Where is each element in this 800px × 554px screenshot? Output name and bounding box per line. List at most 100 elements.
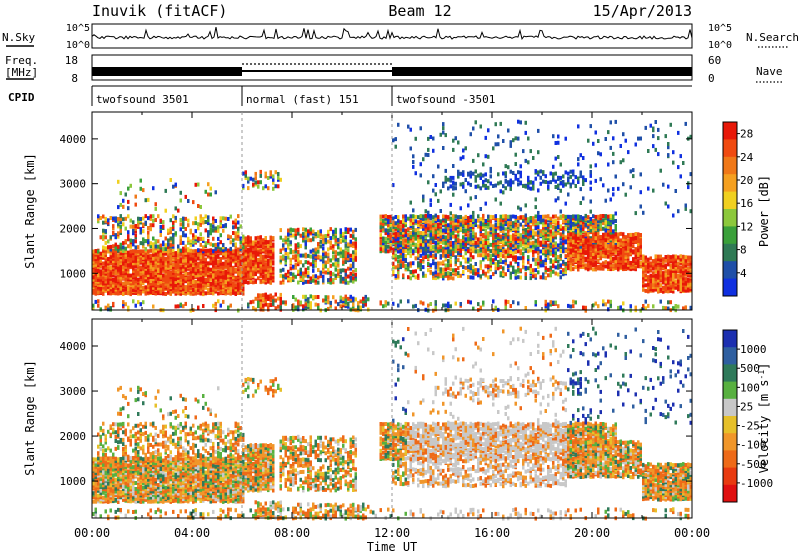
- heatmap-cell: [509, 183, 512, 188]
- heatmap-cell: [574, 225, 577, 229]
- heatmap-cell: [229, 291, 232, 296]
- heatmap-cell: [497, 235, 500, 240]
- noise-panel: N.Sky 10^5 10^0 10^5 10^0 N.Search: [2, 23, 799, 51]
- heatmap-cell: [174, 291, 177, 296]
- heatmap-cell: [207, 239, 210, 243]
- heatmap-cell: [567, 246, 570, 251]
- heatmap-cell: [457, 271, 460, 276]
- heatmap-cell: [404, 263, 407, 268]
- heatmap-cell: [194, 251, 197, 256]
- heatmap-cell: [659, 256, 662, 261]
- heatmap-cell: [532, 268, 535, 273]
- heatmap-cell: [137, 249, 140, 254]
- heatmap-cell: [487, 214, 490, 219]
- heatmap-cell: [209, 282, 212, 286]
- heatmap-cell: [282, 256, 285, 261]
- heatmap-cell: [527, 217, 530, 222]
- heatmap-cell: [197, 277, 200, 282]
- heatmap-cell: [199, 275, 202, 280]
- heatmap-cell: [212, 291, 215, 296]
- heatmap-cell: [509, 234, 512, 239]
- heatmap-cell: [179, 218, 182, 222]
- heatmap-cell: [129, 218, 132, 223]
- heatmap-cell: [234, 249, 237, 253]
- heatmap-cell: [229, 235, 232, 240]
- heatmap-cell: [247, 186, 250, 191]
- heatmap-cell: [487, 243, 490, 247]
- heatmap-cell: [227, 248, 230, 253]
- heatmap-cell: [524, 246, 527, 251]
- heatmap-cell: [117, 253, 120, 258]
- heatmap-cell: [657, 261, 660, 266]
- heatmap-cell: [197, 261, 200, 266]
- heatmap-cell: [557, 216, 560, 221]
- heatmap-cell: [449, 184, 452, 189]
- heatmap-cell: [229, 275, 232, 280]
- heatmap-cell: [162, 240, 165, 245]
- heatmap-cell: [242, 254, 245, 259]
- heatmap-cell: [149, 264, 152, 269]
- heatmap-cell: [592, 235, 595, 239]
- heatmap-cell: [587, 267, 590, 272]
- heatmap-cell: [502, 260, 505, 265]
- heatmap-cell: [379, 216, 382, 221]
- heatmap-cell: [652, 287, 655, 292]
- heatmap-cell: [567, 219, 570, 224]
- heatmap-cell: [594, 247, 597, 252]
- heatmap-cell: [169, 291, 172, 296]
- heatmap-cell: [117, 219, 120, 224]
- heatmap-cell: [454, 214, 457, 219]
- heatmap-cell: [339, 250, 342, 255]
- heatmap-cell: [654, 262, 657, 267]
- heatmap-cell: [242, 270, 245, 275]
- heatmap-cell: [449, 245, 452, 250]
- heatmap-cell: [654, 269, 657, 274]
- heatmap-cell: [427, 245, 430, 250]
- heatmap-cell: [434, 225, 437, 230]
- heatmap-cell: [342, 260, 345, 265]
- heatmap-cell: [352, 272, 355, 277]
- heatmap-cell: [562, 241, 565, 246]
- heatmap-cell: [159, 251, 162, 256]
- heatmap-cell: [99, 216, 102, 220]
- heatmap-cell: [542, 249, 545, 254]
- heatmap-cell: [427, 223, 430, 228]
- heatmap-cell: [152, 259, 155, 264]
- heatmap-cell: [217, 245, 220, 250]
- heatmap-cell: [172, 273, 175, 278]
- heatmap-cell: [222, 261, 225, 266]
- heatmap-cell: [497, 244, 500, 249]
- heatmap-cell: [137, 253, 140, 258]
- heatmap-cell: [419, 219, 422, 224]
- heatmap-cell: [559, 224, 562, 229]
- heatmap-cell: [177, 275, 180, 280]
- heatmap-cell: [207, 277, 210, 282]
- heatmap-cell: [397, 255, 400, 259]
- heatmap-cell: [462, 235, 465, 240]
- heatmap-cell: [252, 280, 255, 285]
- heatmap-cell: [599, 250, 602, 255]
- heatmap-cell: [207, 251, 210, 256]
- heatmap-cell: [174, 251, 177, 256]
- heatmap-cell: [557, 231, 560, 236]
- heatmap-cell: [667, 285, 670, 290]
- heatmap-cell: [97, 255, 100, 260]
- heatmap-cell: [134, 227, 137, 231]
- heatmap-cell: [342, 256, 345, 261]
- heatmap-cell: [452, 268, 455, 273]
- heatmap-cell: [517, 236, 520, 241]
- heatmap-cell: [97, 267, 100, 272]
- heatmap-cell: [659, 287, 662, 292]
- heatmap-cell: [614, 226, 617, 231]
- heatmap-cell: [382, 224, 385, 229]
- heatmap-cell: [387, 244, 390, 249]
- heatmap-cell: [494, 245, 497, 250]
- heatmap-cell: [337, 251, 340, 256]
- heatmap-cell: [414, 219, 417, 224]
- heatmap-cell: [109, 247, 112, 252]
- heatmap-cell: [474, 262, 477, 266]
- heatmap-cell: [449, 255, 452, 260]
- heatmap-cell: [457, 215, 460, 220]
- heatmap-cell: [269, 268, 272, 273]
- heatmap-cell: [127, 285, 130, 290]
